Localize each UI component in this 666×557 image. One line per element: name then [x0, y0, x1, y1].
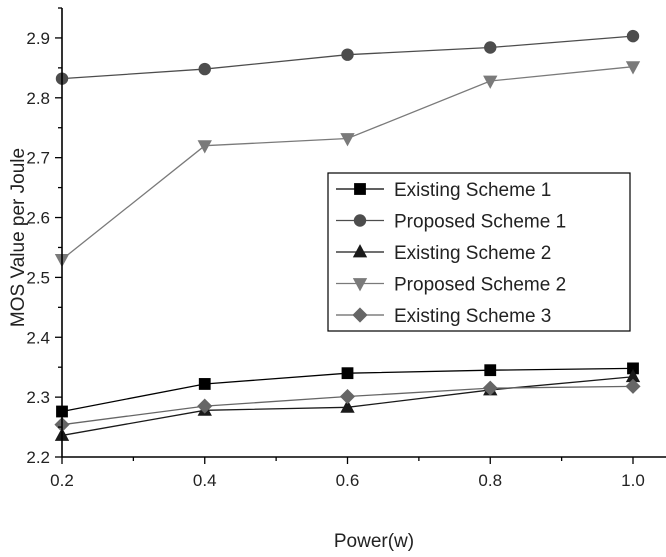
data-point — [484, 41, 497, 54]
y-tick-label: 2.4 — [26, 328, 50, 347]
x-tick-label: 0.2 — [50, 471, 74, 490]
data-point — [626, 29, 640, 43]
legend-marker — [352, 278, 368, 292]
legend-entry: Existing Scheme 1 — [336, 180, 551, 201]
y-tick-label: 2.9 — [26, 29, 50, 48]
y-axis-title: MOS Value per Joule — [8, 148, 29, 327]
x-tick-label: 1.0 — [621, 471, 645, 490]
series-existing-scheme-2 — [54, 368, 641, 441]
legend-label: Existing Scheme 2 — [394, 243, 551, 264]
legend-label: Existing Scheme 1 — [394, 180, 551, 201]
data-point — [482, 380, 498, 396]
x-tick-label: 0.4 — [193, 471, 217, 490]
data-point — [484, 364, 497, 377]
legend-label: Proposed Scheme 1 — [394, 212, 566, 233]
data-point — [483, 75, 498, 89]
data-point — [340, 399, 355, 413]
data-point — [197, 398, 213, 414]
data-point — [625, 61, 641, 75]
legend-label: Existing Scheme 3 — [394, 306, 551, 327]
y-tick-label: 2.8 — [26, 89, 50, 108]
legend-entry: Proposed Scheme 2 — [336, 275, 566, 296]
legend-marker — [352, 307, 368, 323]
legend-entry: Existing Scheme 3 — [336, 306, 551, 327]
legend-entry: Proposed Scheme 1 — [336, 212, 566, 233]
legend-marker — [353, 214, 367, 227]
data-point — [197, 140, 212, 154]
legend-label: Proposed Scheme 2 — [394, 275, 566, 296]
data-point — [625, 378, 641, 394]
data-point — [339, 388, 356, 405]
x-axis-title: Power(w) — [334, 531, 414, 552]
x-tick-label: 0.6 — [336, 471, 360, 490]
data-point — [341, 367, 354, 380]
series-layer — [54, 29, 641, 441]
data-point — [340, 133, 355, 147]
y-tick-label: 2.3 — [26, 388, 50, 407]
y-tick-label: 2.5 — [26, 268, 50, 287]
series-proposed-scheme-1 — [55, 29, 640, 85]
data-point — [198, 378, 211, 390]
y-tick-label: 2.6 — [26, 209, 50, 228]
data-point — [198, 62, 211, 76]
x-tick-label: 0.8 — [478, 471, 502, 490]
axes-layer: 2.2 2.3 2.4 2.5 2.6 2.7 2.8 2.9 0.2 0.4 0.6 0.8 1.0 — [26, 7, 666, 490]
legend-marker — [352, 244, 368, 258]
data-point — [341, 48, 354, 61]
legend-marker — [354, 183, 366, 195]
y-tick-label: 2.7 — [26, 149, 50, 168]
legend: Existing Scheme 1 Proposed Scheme 1 Existi… — [327, 172, 631, 332]
y-tick-label: 2.2 — [26, 448, 50, 467]
legend-entry: Existing Scheme 2 — [336, 243, 551, 264]
